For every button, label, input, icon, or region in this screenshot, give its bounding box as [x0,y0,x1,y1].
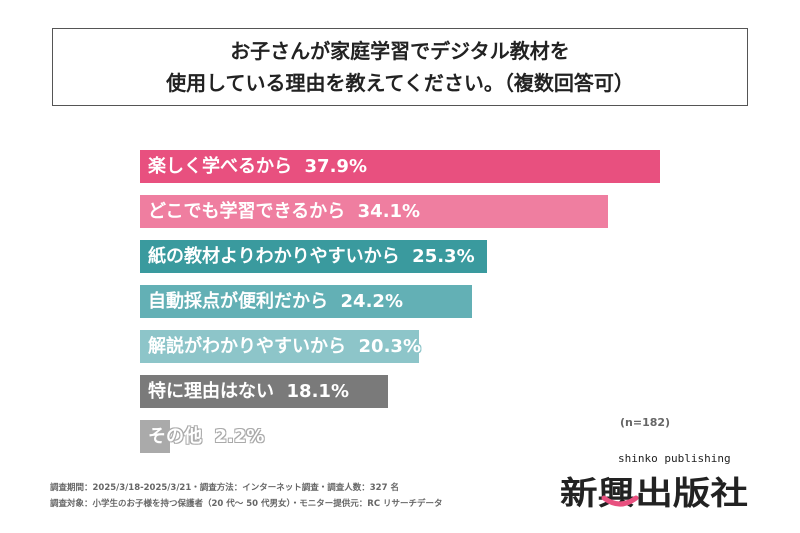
value-label: 2.2% [202,426,265,447]
bar [140,420,171,453]
bar [140,375,389,408]
category-label: 紙の教材よりわかりやすいから [148,246,400,267]
title-line-1: お子さんが家庭学習でデジタル教材を [230,39,570,63]
value-label: 24.2% [328,291,403,312]
footer-survey-period: 調査期間：2025/3/18-2025/3/21・調査方法：インターネット調査・… [50,483,399,493]
value-label: 18.1% [274,381,349,402]
value-label: 25.3% [399,246,475,267]
category-label: どこでも学習できるから [148,201,346,222]
sample-size: (n=182) [620,416,671,429]
bar-label: 解説がわかりやすいから 20.3% [148,330,421,363]
bar-label: 楽しく学べるから 37.9% [148,150,367,183]
bar [140,330,419,363]
bar-label: 特に理由はない 18.1% [148,375,349,408]
value-label: 37.9% [292,156,367,177]
logo-subtext: shinko publishing [618,452,731,465]
category-label: 解説がわかりやすいから [148,336,346,357]
bar-label: 紙の教材よりわかりやすいから 25.3% [148,240,475,273]
value-label: 34.1% [345,201,421,222]
category-label: 自動採点が便利だから [148,291,328,312]
value-label: 20.3% [346,336,421,357]
bar-label: どこでも学習できるから 34.1% [148,195,420,228]
category-label: 特に理由はない [148,381,274,402]
bar [140,285,473,318]
logo-text: 新興出版社 [560,474,748,512]
footer-survey-target: 調査対象：小学生のお子様を持つ保護者（20 代～ 50 代男女）・モニター提供元… [50,499,443,509]
category-label: 楽しく学べるから [148,156,292,177]
title-line-2: 使用している理由を教えてください。（複数回答可） [166,71,634,95]
bar [140,195,608,228]
bar-label: 自動採点が便利だから 24.2% [148,285,403,318]
bar [140,240,488,273]
category-label: その他 [148,426,202,447]
bar [140,150,660,183]
bar-label: その他 2.2% [148,420,264,453]
publisher-logo: shinko publishing 新興出版社 [560,452,748,512]
title-box: お子さんが家庭学習でデジタル教材を 使用している理由を教えてください。（複数回答… [52,28,748,106]
